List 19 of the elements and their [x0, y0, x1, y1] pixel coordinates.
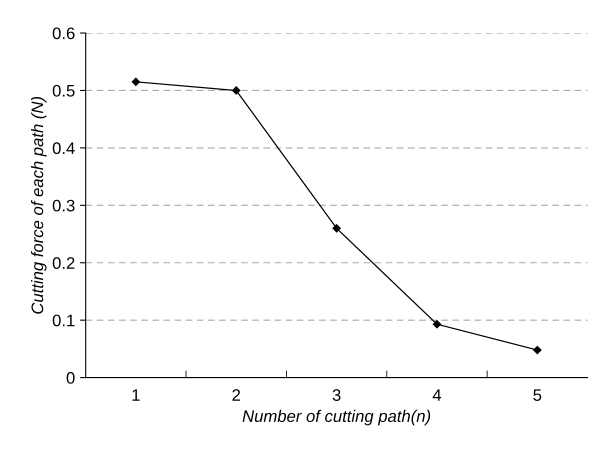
x-tick-label: 3 — [332, 389, 340, 401]
y-tick-label: 0.5 — [52, 84, 75, 97]
y-tick-label: 0.6 — [52, 27, 75, 40]
y-tick-label: 0.3 — [52, 200, 75, 212]
point — [533, 346, 542, 354]
x-axis-title: Number of cutting path(n) — [242, 410, 430, 426]
y-tick-label: 0.4 — [52, 142, 75, 154]
x-tick-label: 1 — [132, 389, 140, 401]
x-tick-label: 2 — [232, 389, 240, 401]
y-axis-title: Cutting force of each path (N) — [31, 96, 47, 314]
y-tick-label: 0 — [66, 372, 75, 384]
x-tick-label: 5 — [533, 389, 542, 401]
y-tick-label: 0.2 — [52, 257, 74, 269]
point — [332, 224, 341, 232]
point — [432, 320, 442, 328]
x-tick-label: 4 — [432, 389, 442, 401]
point — [132, 78, 140, 86]
y-tick-label: 0.1 — [52, 314, 74, 326]
point — [232, 86, 240, 95]
